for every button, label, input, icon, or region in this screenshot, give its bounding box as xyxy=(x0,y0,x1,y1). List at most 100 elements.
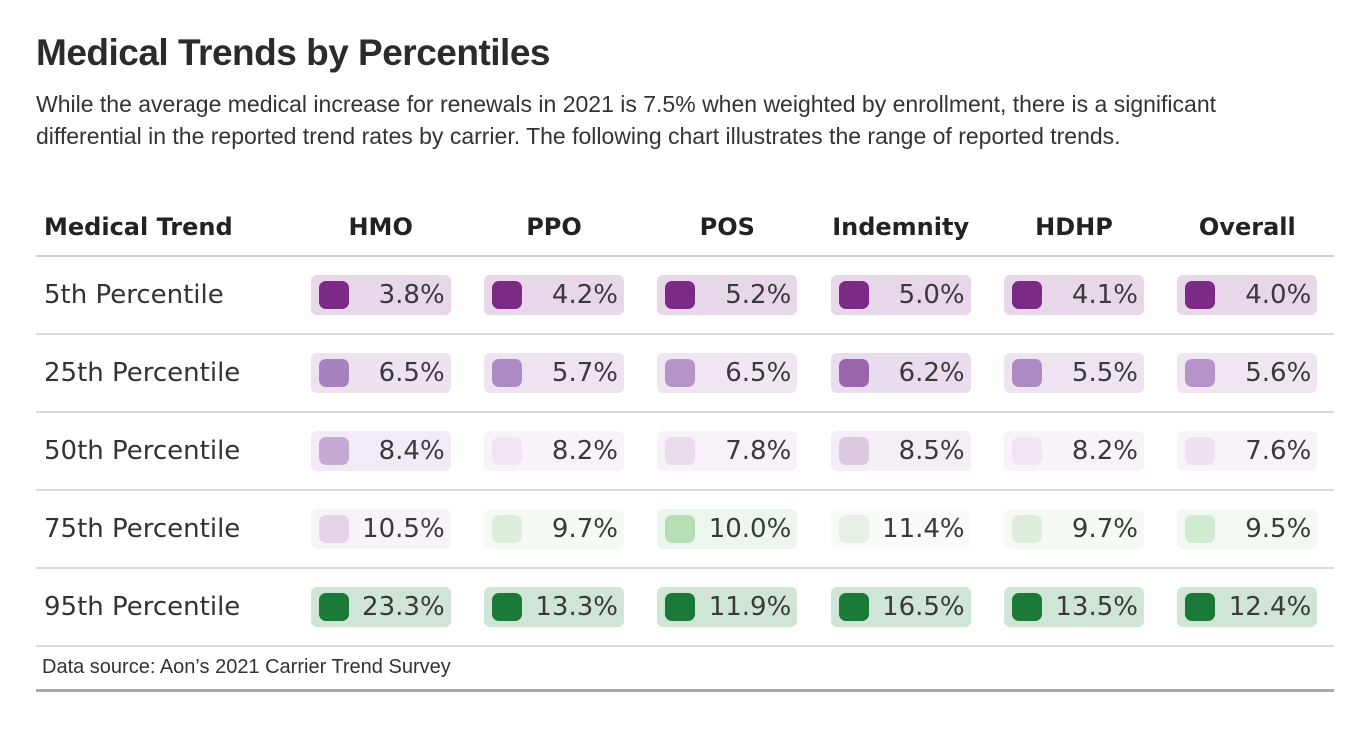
value-label: 8.2% xyxy=(1071,436,1138,466)
value-badge: 4.1% xyxy=(1003,275,1144,315)
value-cell: 5.2% xyxy=(640,256,814,335)
color-swatch-icon xyxy=(1011,281,1042,309)
value-label: 13.3% xyxy=(535,592,618,622)
value-badge: 10.5% xyxy=(310,509,451,549)
value-badge: 9.7% xyxy=(1003,509,1144,549)
value-badge: 5.6% xyxy=(1177,353,1318,393)
value-badge: 3.8% xyxy=(310,275,451,315)
value-cell: 8.2% xyxy=(987,412,1161,491)
value-badge: 11.4% xyxy=(830,509,971,549)
value-cell: 4.1% xyxy=(987,256,1161,335)
value-cell: 13.5% xyxy=(987,568,1161,647)
trend-table: Medical Trend HMO PPO POS Indemnity HDHP Over… xyxy=(36,198,1334,647)
value-label: 13.5% xyxy=(1055,592,1138,622)
color-swatch-icon xyxy=(491,437,522,465)
value-badge: 6.2% xyxy=(830,353,971,393)
value-cell: 9.7% xyxy=(987,490,1161,569)
value-badge: 23.3% xyxy=(310,587,451,627)
value-label: 7.6% xyxy=(1245,436,1312,466)
value-cell: 23.3% xyxy=(294,568,468,647)
chart-subtitle: While the average medical increase for r… xyxy=(36,91,1217,149)
value-cell: 9.7% xyxy=(467,490,641,569)
table-row: 25th Percentile 6.5% 5.7% 6.5% 6.2% 5.5% 5.6% xyxy=(36,334,1334,413)
value-label: 10.5% xyxy=(362,514,445,544)
value-label: 12.4% xyxy=(1228,592,1312,622)
color-swatch-icon xyxy=(1011,359,1042,387)
table-row: 50th Percentile 8.4% 8.2% 7.8% 8.5% 8.2% 7.6% xyxy=(36,412,1334,491)
value-label: 9.7% xyxy=(551,514,618,544)
value-cell: 13.3% xyxy=(467,568,641,647)
color-swatch-icon xyxy=(1011,515,1042,543)
value-badge: 16.5% xyxy=(830,587,971,627)
color-swatch-icon xyxy=(491,359,522,387)
color-swatch-icon xyxy=(1185,515,1216,543)
value-badge: 8.5% xyxy=(830,431,971,471)
data-source-note: Data source: Aon’s 2021 Carrier Trend Su… xyxy=(42,656,451,678)
value-cell: 6.5% xyxy=(294,334,468,413)
color-swatch-icon xyxy=(665,593,696,621)
table-header-row: Medical Trend HMO PPO POS Indemnity HDHP Over… xyxy=(36,198,1334,257)
color-swatch-icon xyxy=(665,359,696,387)
value-label: 16.5% xyxy=(882,592,965,622)
value-cell: 11.9% xyxy=(640,568,814,647)
value-cell: 5.5% xyxy=(987,334,1161,413)
color-swatch-icon xyxy=(318,437,349,465)
value-label: 8.2% xyxy=(551,436,618,466)
chart-title: Medical Trends by Percentiles xyxy=(36,32,551,73)
value-label: 5.0% xyxy=(898,280,965,310)
value-cell: 10.0% xyxy=(640,490,814,569)
column-header: HDHP xyxy=(987,198,1161,257)
color-swatch-icon xyxy=(1185,593,1216,621)
value-badge: 6.5% xyxy=(657,353,798,393)
column-header: Indemnity xyxy=(813,198,988,257)
color-swatch-icon xyxy=(318,281,349,309)
value-badge: 6.5% xyxy=(310,353,451,393)
value-label: 4.2% xyxy=(551,280,618,310)
value-badge: 8.4% xyxy=(310,431,451,471)
value-label: 5.7% xyxy=(551,358,618,388)
column-header: HMO xyxy=(294,198,468,257)
value-cell: 8.4% xyxy=(294,412,468,491)
value-label: 8.4% xyxy=(378,436,445,466)
value-label: 7.8% xyxy=(725,436,792,466)
value-badge: 8.2% xyxy=(1003,431,1144,471)
table-row: 75th Percentile 10.5% 9.7% 10.0% 11.4% 9.7% 9.… xyxy=(36,490,1334,569)
value-label: 9.5% xyxy=(1245,514,1312,544)
value-label: 6.5% xyxy=(725,358,792,388)
color-swatch-icon xyxy=(491,281,522,309)
color-swatch-icon xyxy=(1011,437,1042,465)
color-swatch-icon xyxy=(665,515,696,543)
value-label: 11.4% xyxy=(882,514,965,544)
row-label: 50th Percentile xyxy=(36,412,294,491)
bottom-divider xyxy=(36,689,1334,692)
value-label: 10.0% xyxy=(708,514,792,544)
value-badge: 9.5% xyxy=(1177,509,1318,549)
color-swatch-icon xyxy=(318,515,349,543)
value-cell: 11.4% xyxy=(813,490,988,569)
color-swatch-icon xyxy=(838,281,869,309)
chart-container: Medical Trends by Percentiles While the … xyxy=(36,30,1334,692)
row-header-label: Medical Trend xyxy=(36,198,294,257)
table-row: 95th Percentile 23.3% 13.3% 11.9% 16.5% 13.5%… xyxy=(36,568,1334,647)
row-label: 75th Percentile xyxy=(36,490,294,569)
color-swatch-icon xyxy=(665,437,696,465)
color-swatch-icon xyxy=(491,593,522,621)
color-swatch-icon xyxy=(838,515,869,543)
color-swatch-icon xyxy=(318,593,349,621)
color-swatch-icon xyxy=(491,515,522,543)
value-badge: 13.5% xyxy=(1003,587,1144,627)
value-cell: 5.7% xyxy=(467,334,641,413)
value-badge: 13.3% xyxy=(483,587,624,627)
value-label: 8.5% xyxy=(898,436,965,466)
color-swatch-icon xyxy=(1185,437,1216,465)
column-header: Overall xyxy=(1160,198,1334,257)
value-cell: 12.4% xyxy=(1160,568,1334,647)
value-cell: 8.5% xyxy=(813,412,988,491)
value-badge: 8.2% xyxy=(483,431,624,471)
color-swatch-icon xyxy=(1185,359,1216,387)
value-badge: 7.6% xyxy=(1177,431,1318,471)
row-label: 5th Percentile xyxy=(36,256,294,335)
value-badge: 9.7% xyxy=(483,509,624,549)
value-cell: 5.0% xyxy=(813,256,988,335)
value-cell: 6.5% xyxy=(640,334,814,413)
